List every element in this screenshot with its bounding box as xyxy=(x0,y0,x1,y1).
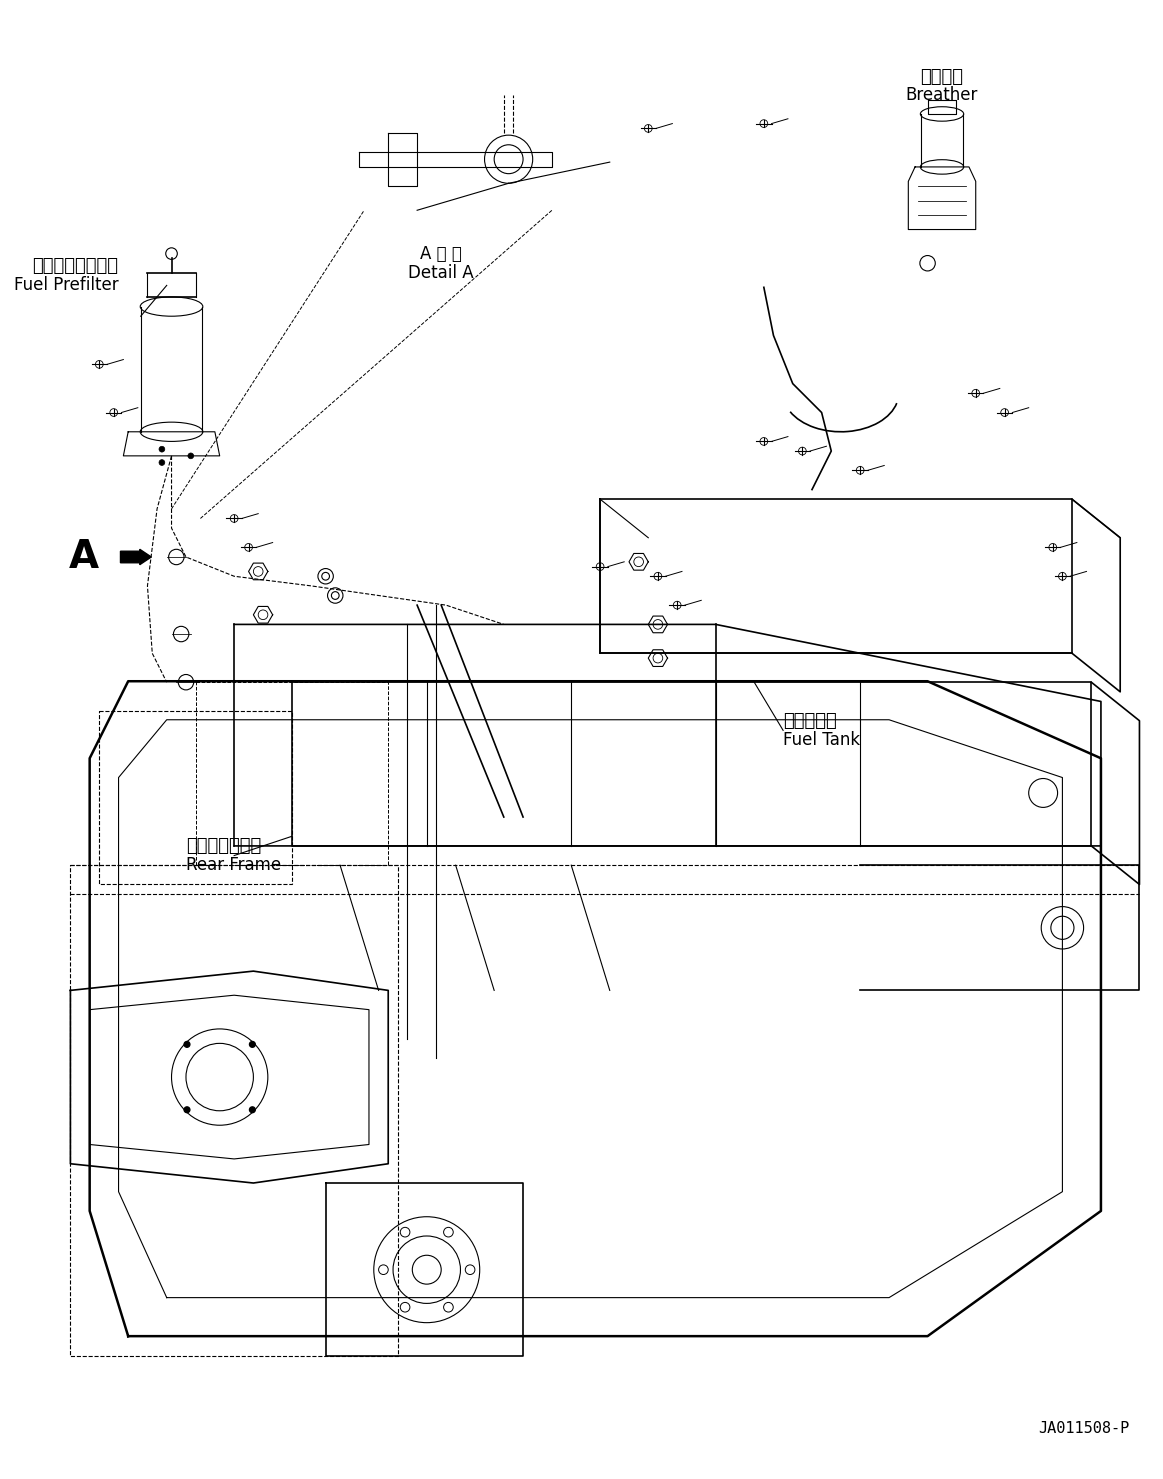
Text: Breather: Breather xyxy=(906,86,978,104)
Text: Rear Frame: Rear Frame xyxy=(186,856,281,874)
Text: 燃料タンク: 燃料タンク xyxy=(783,711,837,729)
Text: A: A xyxy=(69,538,99,575)
Circle shape xyxy=(159,447,165,453)
Circle shape xyxy=(184,1106,190,1112)
Text: A 詳 細: A 詳 細 xyxy=(420,244,462,263)
Text: リヤーフレーム: リヤーフレーム xyxy=(186,837,262,855)
Circle shape xyxy=(250,1041,255,1047)
Text: JA011508-P: JA011508-P xyxy=(1039,1421,1129,1436)
Text: Detail A: Detail A xyxy=(408,263,475,282)
Text: Fuel Tank: Fuel Tank xyxy=(783,731,861,748)
Circle shape xyxy=(188,453,194,458)
Text: ブリーザ: ブリーザ xyxy=(921,68,963,86)
Circle shape xyxy=(184,1041,190,1047)
Text: Fuel Prefilter: Fuel Prefilter xyxy=(14,277,119,294)
FancyArrow shape xyxy=(121,549,151,565)
Bar xyxy=(99,711,292,884)
Circle shape xyxy=(159,460,165,466)
Circle shape xyxy=(250,1106,255,1112)
Text: 燃料プレフィルタ: 燃料プレフィルタ xyxy=(33,257,119,275)
